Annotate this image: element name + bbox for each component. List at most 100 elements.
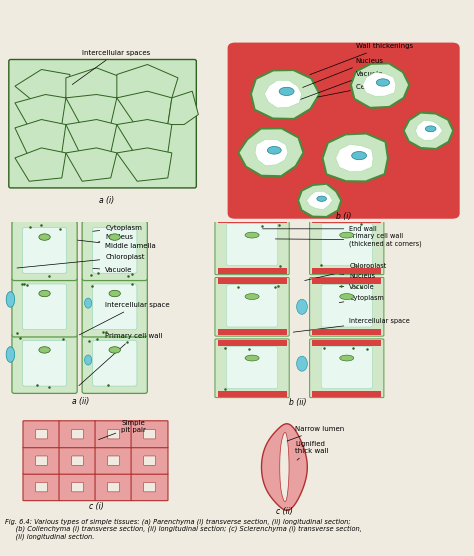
FancyBboxPatch shape xyxy=(95,421,132,448)
Bar xyxy=(312,340,381,346)
Ellipse shape xyxy=(84,355,92,365)
FancyBboxPatch shape xyxy=(82,221,147,281)
Text: Middle lamella: Middle lamella xyxy=(78,240,156,249)
FancyBboxPatch shape xyxy=(9,59,196,188)
Text: Simple
pit pair: Simple pit pair xyxy=(99,420,146,440)
Text: a (i): a (i) xyxy=(99,196,114,205)
Polygon shape xyxy=(66,148,117,181)
Polygon shape xyxy=(117,64,178,103)
Text: Cytoplasm: Cytoplasm xyxy=(339,295,384,302)
Polygon shape xyxy=(322,133,388,181)
FancyBboxPatch shape xyxy=(23,447,60,474)
Ellipse shape xyxy=(340,232,354,238)
FancyBboxPatch shape xyxy=(92,284,137,330)
FancyBboxPatch shape xyxy=(95,474,132,500)
FancyBboxPatch shape xyxy=(72,429,83,439)
FancyBboxPatch shape xyxy=(215,277,289,336)
Ellipse shape xyxy=(317,196,327,201)
Text: Wall thickenings: Wall thickenings xyxy=(310,43,413,75)
FancyBboxPatch shape xyxy=(144,483,155,492)
Text: End wall: End wall xyxy=(263,226,377,232)
FancyBboxPatch shape xyxy=(310,216,384,275)
Text: c (i): c (i) xyxy=(89,502,103,510)
FancyBboxPatch shape xyxy=(227,224,278,266)
Polygon shape xyxy=(363,73,396,96)
Polygon shape xyxy=(117,120,172,158)
FancyBboxPatch shape xyxy=(131,474,168,500)
Polygon shape xyxy=(117,91,172,128)
Text: Narrow lumen: Narrow lumen xyxy=(287,426,344,441)
FancyBboxPatch shape xyxy=(92,227,137,273)
Text: b (ii): b (ii) xyxy=(290,398,307,407)
FancyBboxPatch shape xyxy=(228,43,460,219)
FancyBboxPatch shape xyxy=(310,277,384,336)
Bar xyxy=(312,279,381,284)
Polygon shape xyxy=(238,128,303,176)
Ellipse shape xyxy=(109,234,120,240)
FancyBboxPatch shape xyxy=(310,339,384,398)
Ellipse shape xyxy=(84,298,92,308)
Polygon shape xyxy=(307,191,332,210)
Bar xyxy=(218,329,287,335)
Text: Primary cell wall: Primary cell wall xyxy=(79,333,163,386)
Polygon shape xyxy=(66,68,123,103)
Text: Chloroplast: Chloroplast xyxy=(305,264,387,281)
FancyBboxPatch shape xyxy=(22,227,67,273)
Bar xyxy=(312,329,381,335)
FancyBboxPatch shape xyxy=(59,447,96,474)
FancyBboxPatch shape xyxy=(23,474,60,500)
FancyBboxPatch shape xyxy=(12,334,77,394)
Text: Vacuole: Vacuole xyxy=(293,71,383,102)
FancyBboxPatch shape xyxy=(144,456,155,465)
Ellipse shape xyxy=(109,290,120,297)
Text: Intercellular spaces: Intercellular spaces xyxy=(72,50,150,85)
FancyBboxPatch shape xyxy=(12,277,77,337)
FancyBboxPatch shape xyxy=(72,483,83,492)
FancyBboxPatch shape xyxy=(108,456,119,465)
Bar xyxy=(312,217,381,223)
Polygon shape xyxy=(298,183,341,217)
Ellipse shape xyxy=(279,87,294,96)
Text: c (ii): c (ii) xyxy=(276,507,293,516)
Bar xyxy=(218,340,287,346)
FancyBboxPatch shape xyxy=(321,224,373,266)
FancyBboxPatch shape xyxy=(22,340,67,386)
Ellipse shape xyxy=(245,355,259,361)
Polygon shape xyxy=(251,70,319,119)
Bar xyxy=(218,279,287,284)
Bar xyxy=(312,268,381,274)
Ellipse shape xyxy=(39,290,50,297)
Ellipse shape xyxy=(39,347,50,353)
Polygon shape xyxy=(15,148,66,181)
Polygon shape xyxy=(264,80,301,108)
FancyBboxPatch shape xyxy=(36,456,47,465)
FancyBboxPatch shape xyxy=(59,474,96,500)
FancyBboxPatch shape xyxy=(215,339,289,398)
Polygon shape xyxy=(66,95,117,128)
FancyBboxPatch shape xyxy=(22,284,67,330)
Polygon shape xyxy=(15,70,70,103)
Text: Fig. 6.4: Various types of simple tissues: (a) Parenchyma (i) transverse section: Fig. 6.4: Various types of simple tissue… xyxy=(5,518,362,540)
Text: Nucleus: Nucleus xyxy=(99,234,133,242)
Text: Cell wall: Cell wall xyxy=(318,83,385,97)
FancyBboxPatch shape xyxy=(82,334,147,394)
Bar xyxy=(218,391,287,397)
Polygon shape xyxy=(262,424,307,510)
FancyBboxPatch shape xyxy=(59,421,96,448)
Ellipse shape xyxy=(297,299,307,314)
FancyBboxPatch shape xyxy=(108,429,119,439)
Text: Nucleus: Nucleus xyxy=(339,272,375,279)
Ellipse shape xyxy=(340,294,354,300)
FancyBboxPatch shape xyxy=(108,483,119,492)
FancyBboxPatch shape xyxy=(227,285,278,327)
Bar xyxy=(312,391,381,397)
FancyBboxPatch shape xyxy=(95,447,132,474)
FancyBboxPatch shape xyxy=(321,346,373,389)
Bar xyxy=(218,268,287,274)
Polygon shape xyxy=(280,433,289,502)
FancyBboxPatch shape xyxy=(36,429,47,439)
FancyBboxPatch shape xyxy=(72,456,83,465)
Text: b (i): b (i) xyxy=(336,212,351,221)
Text: Lignified
thick wall: Lignified thick wall xyxy=(295,440,328,460)
Polygon shape xyxy=(351,63,409,108)
